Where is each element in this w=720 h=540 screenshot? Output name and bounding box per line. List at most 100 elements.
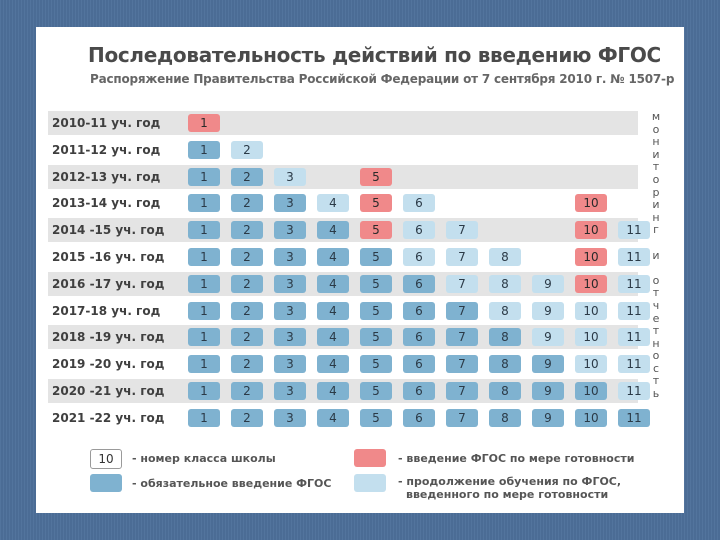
grade-cell-mandatory: 5 <box>360 408 392 427</box>
grade-cell-mandatory: 3 <box>274 408 306 427</box>
grade-cell-continuation: 7 <box>446 221 478 240</box>
year-label: 2020 -21 уч. год <box>52 384 165 398</box>
grade-cell-continuation: 6 <box>403 221 435 240</box>
grade-cell-continuation: 11 <box>618 248 650 266</box>
grade-cell-readiness: 5 <box>360 221 392 240</box>
schedule-row: 2015 -16 уч. год 1 2 3 4 5 6 7 8 10 11 <box>48 245 650 269</box>
grade-cell-continuation: 9 <box>532 301 564 320</box>
grade-cell-mandatory: 2 <box>231 301 263 320</box>
grade-cell-continuation: 11 <box>618 355 650 374</box>
grade-cell-mandatory: 5 <box>360 382 392 400</box>
grade-cell-mandatory: 5 <box>360 328 392 347</box>
side-letter: е <box>652 311 660 325</box>
grade-cell-mandatory: 2 <box>231 248 263 266</box>
schedule-row: 2012-13 уч. год 1 2 3 5 <box>48 164 638 189</box>
side-letter: н <box>652 210 660 224</box>
schedule-row: 2010-11 уч. год 1 <box>48 111 638 135</box>
side-letter: т <box>652 324 660 338</box>
grade-cell-continuation: 11 <box>618 221 650 240</box>
grade-cell-mandatory: 1 <box>188 248 220 266</box>
grade-cell-mandatory: 7 <box>446 408 478 427</box>
side-letter: о <box>652 172 660 186</box>
grade-cell-mandatory: 5 <box>360 274 392 293</box>
grade-cell-continuation: 9 <box>532 274 564 293</box>
grade-cell-continuation: 9 <box>532 328 564 347</box>
year-label: 2016 -17 уч. год <box>52 276 165 291</box>
side-letter: т <box>652 286 660 300</box>
grade-cell-continuation: 10 <box>575 301 607 320</box>
page-subtitle: Распоряжение Правительства Российской Фе… <box>90 72 675 86</box>
year-label: 2012-13 уч. год <box>52 169 161 184</box>
page-title: Последовательность действий по введению … <box>88 43 661 67</box>
side-letter: о <box>652 349 660 363</box>
side-letter: ч <box>652 298 660 312</box>
grade-cell-mandatory: 2 <box>231 382 263 400</box>
grade-cell-mandatory: 2 <box>231 274 263 293</box>
schedule-row: 2020 -21 уч. год 1 2 3 4 5 6 7 8 9 10 11 <box>48 379 650 403</box>
grade-cell-mandatory: 1 <box>188 274 220 293</box>
grade-cell-continuation: 8 <box>489 301 521 320</box>
grade-cell-continuation: 10 <box>575 355 607 374</box>
schedule-row: 2017-18 уч. год 1 2 3 4 5 6 7 8 9 10 11 <box>48 299 650 323</box>
grade-cell-continuation: 6 <box>403 194 435 213</box>
grade-cell-continuation: 11 <box>618 274 650 293</box>
grade-cell-mandatory: 9 <box>532 382 564 400</box>
grade-cell-mandatory: 1 <box>188 140 220 159</box>
side-letter: с <box>652 361 660 375</box>
slide-sheet: Последовательность действий по введению … <box>36 27 684 513</box>
grade-cell-mandatory: 1 <box>188 301 220 320</box>
grade-cell-mandatory: 1 <box>188 355 220 374</box>
grade-cell-mandatory: 4 <box>317 328 349 347</box>
side-letter <box>646 262 666 275</box>
side-letter <box>646 237 666 250</box>
grade-cell-mandatory: 1 <box>188 408 220 427</box>
year-label: 2013-14 уч. год <box>52 196 161 211</box>
grade-cell-mandatory: 2 <box>231 355 263 374</box>
grade-cell-mandatory: 1 <box>188 382 220 400</box>
grade-cell-mandatory: 4 <box>317 301 349 320</box>
grade-cell-mandatory: 1 <box>188 221 220 240</box>
year-label: 2019 -20 уч. год <box>52 357 165 372</box>
side-letter: о <box>652 273 660 287</box>
grade-cell-continuation: 2 <box>231 140 263 159</box>
year-label: 2014 -15 уч. год <box>52 223 165 238</box>
grade-cell-continuation: 11 <box>618 382 650 400</box>
grade-cell-continuation: 7 <box>446 248 478 266</box>
legend-mandatory-label: - обязательное введение ФГОС <box>132 477 332 490</box>
grade-cell-mandatory: 5 <box>360 355 392 374</box>
grade-cell-readiness: 10 <box>575 248 607 266</box>
grade-cell-mandatory: 9 <box>532 408 564 427</box>
legend-readiness-swatch <box>354 449 386 467</box>
grade-cell-mandatory: 7 <box>446 301 478 320</box>
grade-cell-continuation: 11 <box>618 301 650 320</box>
grade-cell-readiness: 5 <box>360 167 392 186</box>
grade-cell-mandatory: 3 <box>274 221 306 240</box>
grade-cell-mandatory: 7 <box>446 328 478 347</box>
grade-cell-mandatory: 1 <box>188 328 220 347</box>
grade-cell-mandatory: 6 <box>403 274 435 293</box>
year-label: 2015 -16 уч. год <box>52 250 165 264</box>
grade-cell-mandatory: 1 <box>188 167 220 186</box>
grade-cell-mandatory: 7 <box>446 382 478 400</box>
side-letter: о <box>652 122 660 136</box>
legend-continue-swatch <box>354 474 386 492</box>
grade-cell-readiness: 5 <box>360 194 392 213</box>
grade-cell-mandatory: 4 <box>317 221 349 240</box>
grade-cell-mandatory: 8 <box>489 408 521 427</box>
grade-cell-mandatory: 11 <box>618 408 650 427</box>
grade-cell-mandatory: 3 <box>274 301 306 320</box>
grade-cell-continuation: 8 <box>489 274 521 293</box>
side-letter: и <box>652 248 660 262</box>
legend-continue-label-2: введенного по мере готовности <box>406 488 609 501</box>
grade-cell-readiness: 10 <box>575 274 607 293</box>
grade-cell-readiness: 10 <box>575 194 607 213</box>
grade-cell-readiness: 10 <box>575 221 607 240</box>
grade-cell-mandatory: 6 <box>403 328 435 347</box>
legend-continue-label-1: - продолжение обучения по ФГОС, <box>398 475 622 488</box>
grade-cell-continuation: 11 <box>618 328 650 347</box>
grade-cell-continuation: 8 <box>489 248 521 266</box>
schedule-row: 2018 -19 уч. год 1 2 3 4 5 6 7 8 9 10 11 <box>48 325 650 350</box>
grade-cell-mandatory: 9 <box>532 355 564 374</box>
grade-cell-continuation: 3 <box>274 167 306 186</box>
